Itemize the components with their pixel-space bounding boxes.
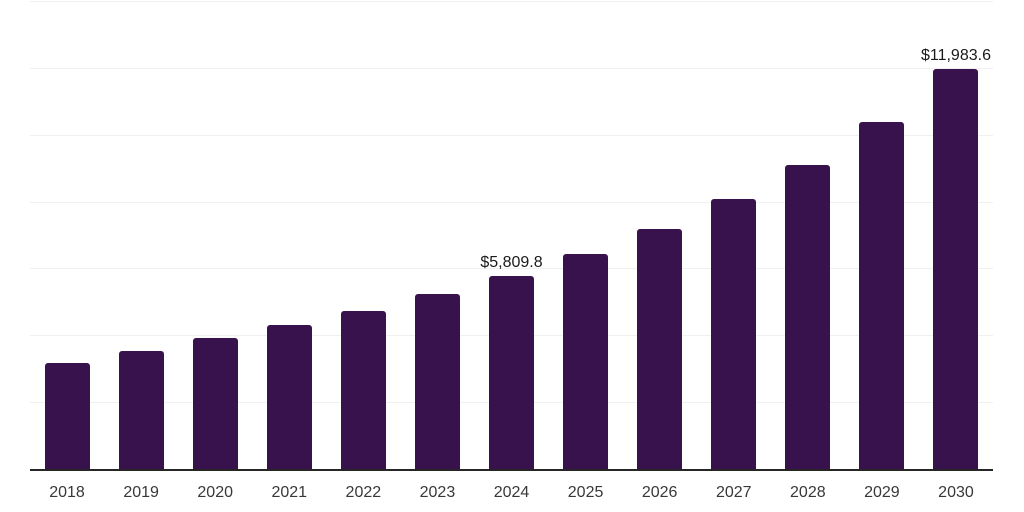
bar-group-2018: 2018 [30,2,104,501]
bar-2018 [44,363,90,470]
bar-group-2026: 2026 [623,2,697,501]
x-tick-2018: 2018 [49,484,85,501]
gridline-6000 [30,268,993,270]
bar-2023 [414,294,460,470]
x-tick-2029: 2029 [864,484,900,501]
bar-2028 [785,164,831,470]
bar-2020 [192,338,238,470]
gridline-14000 [30,1,993,2]
bar-group-2021: 2021 [252,2,326,501]
bar-group-2029: 2029 [845,2,919,501]
gridline-12000 [30,67,993,69]
bar-2029 [859,122,905,470]
plot-area: 2018 2019 2020 2021 2022 2023 $5,809.8 2024 2025… [30,1,993,501]
x-axis-line [30,469,993,471]
x-tick-2019: 2019 [123,484,159,501]
bar-group-2020: 2020 [178,2,252,501]
bar-group-2019: 2019 [104,2,178,501]
x-tick-2021: 2021 [271,484,308,501]
bar-group-2024: $5,809.8 2024 [474,2,548,500]
bar-2027 [711,199,757,470]
bar-group-2022: 2022 [326,2,400,501]
gridline-10000 [30,134,993,136]
x-tick-2026: 2026 [641,484,678,501]
x-tick-2020: 2020 [197,484,233,501]
bar-group-2023: 2023 [400,2,474,501]
bar-2026 [637,228,683,470]
data-label-2030: $11,983.6 [920,47,991,65]
bar-2030 [933,69,979,470]
bar-group-2025: 2025 [549,2,623,501]
bar-2019 [118,351,164,470]
bar-group-2030: $11,983.6 2030 [919,2,993,501]
bar-group-2027: 2027 [697,2,771,501]
data-label-2024: $5,809.8 [480,253,543,271]
bar-2022 [340,311,386,470]
bars-row: 2018 2019 2020 2021 2022 2023 $5,809.8 2024 2025… [30,2,993,501]
x-tick-2030: 2030 [938,484,974,501]
x-tick-2023: 2023 [419,484,456,501]
x-tick-2028: 2028 [790,484,826,501]
x-tick-2025: 2025 [567,484,604,501]
bar-group-2028: 2028 [771,2,845,501]
x-tick-2022: 2022 [345,484,382,501]
bar-2024 [489,275,534,470]
x-tick-2024: 2024 [493,484,530,501]
bar-2021 [266,325,312,470]
gridline-8000 [30,201,993,203]
x-tick-2027: 2027 [715,484,752,501]
bar-2025 [563,254,609,470]
